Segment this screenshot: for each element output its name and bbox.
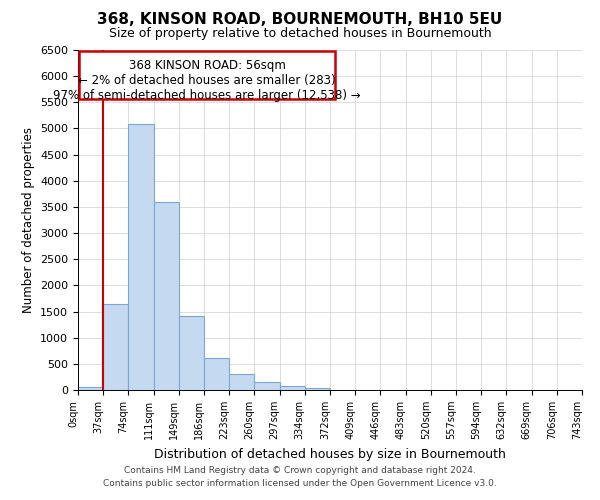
Bar [103, 304, 128, 390]
X-axis label: Distribution of detached houses by size in Bournemouth: Distribution of detached houses by size … [154, 448, 506, 460]
Text: 368, KINSON ROAD, BOURNEMOUTH, BH10 5EU: 368, KINSON ROAD, BOURNEMOUTH, BH10 5EU [97, 12, 503, 28]
Bar [229, 374, 254, 390]
Bar [154, 202, 179, 390]
Bar [204, 358, 229, 390]
Bar [254, 382, 280, 390]
Text: ← 2% of detached houses are smaller (283): ← 2% of detached houses are smaller (283… [79, 74, 336, 88]
Text: 368 KINSON ROAD: 56sqm: 368 KINSON ROAD: 56sqm [129, 60, 286, 72]
Text: 97% of semi-detached houses are larger (12,538) →: 97% of semi-detached houses are larger (… [53, 89, 361, 102]
Bar [305, 388, 330, 390]
Bar [280, 386, 305, 390]
Text: Size of property relative to detached houses in Bournemouth: Size of property relative to detached ho… [109, 28, 491, 40]
Bar [128, 124, 154, 390]
Y-axis label: Number of detached properties: Number of detached properties [22, 127, 35, 313]
Bar [179, 316, 204, 390]
Bar [79, 51, 335, 99]
Bar [78, 388, 103, 390]
Text: Contains HM Land Registry data © Crown copyright and database right 2024.
Contai: Contains HM Land Registry data © Crown c… [103, 466, 497, 487]
